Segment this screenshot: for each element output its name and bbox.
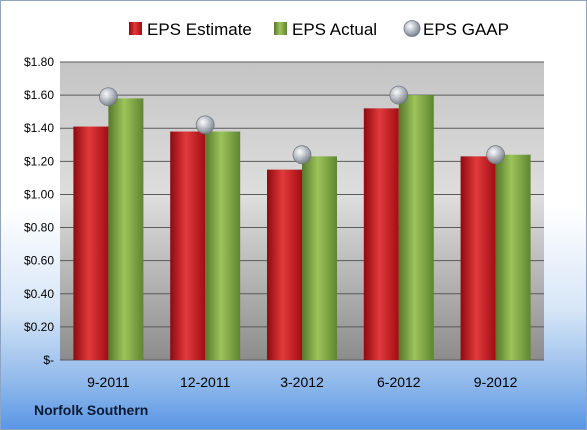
y-tick-label: $0.80 (24, 221, 54, 235)
y-tick-label: $1.40 (24, 121, 54, 135)
bars (73, 95, 531, 360)
x-tick-label: 3-2012 (280, 374, 324, 390)
eps-gaap-marker (389, 85, 409, 105)
x-tick-label: 12-2011 (180, 374, 231, 390)
x-tick-label: 9-2011 (87, 374, 130, 390)
company-label: Norfolk Southern (34, 402, 149, 418)
eps-estimate-bar (73, 126, 109, 360)
eps-gaap-marker (486, 145, 506, 165)
legend-eps-estimate-label: EPS Estimate (147, 20, 252, 39)
y-tick-label: $0.60 (24, 254, 54, 268)
eps-gaap-marker (195, 115, 215, 135)
y-tick-label: $1.20 (24, 154, 54, 168)
x-tick-labels: 9-2011 12-2011 3-2012 6-2012 9-2012 (87, 374, 517, 390)
y-tick-label: $1.00 (24, 187, 54, 201)
x-tick-label: 9-2012 (474, 374, 518, 390)
x-tick-label: 6-2012 (377, 374, 421, 390)
legend-eps-gaap-label: EPS GAAP (423, 20, 509, 39)
eps-estimate-bar (363, 108, 399, 360)
y-tick-label: $0.40 (24, 287, 54, 301)
eps-actual-bar (205, 131, 241, 360)
y-tick-label: $1.60 (24, 88, 54, 102)
eps-estimate-bar (460, 156, 496, 360)
legend-eps-estimate-swatch (129, 22, 142, 35)
gaap-markers (99, 85, 506, 165)
eps-gaap-marker (99, 87, 118, 107)
legend-eps-actual-swatch (274, 22, 287, 35)
eps-estimate-bar (267, 169, 302, 360)
y-tick-label: $- (43, 353, 54, 367)
eps-gaap-marker (292, 145, 312, 165)
legend-eps-gaap-swatch (403, 20, 421, 37)
y-tick-labels: $- $0.20 $0.40 $0.60 $0.80 $1.00 $1.20 $1.40 $1.… (24, 55, 54, 367)
y-tick-label: $1.80 (24, 55, 54, 69)
eps-actual-bar (108, 98, 144, 360)
legend: EPS Estimate EPS Actual EPS GAAP (129, 20, 509, 39)
eps-actual-bar (398, 95, 434, 360)
y-tick-label: $0.20 (24, 320, 54, 334)
eps-actual-bar (495, 154, 531, 360)
eps-estimate-bar (170, 131, 206, 360)
eps-actual-bar (302, 156, 337, 360)
legend-eps-actual-label: EPS Actual (292, 20, 377, 39)
